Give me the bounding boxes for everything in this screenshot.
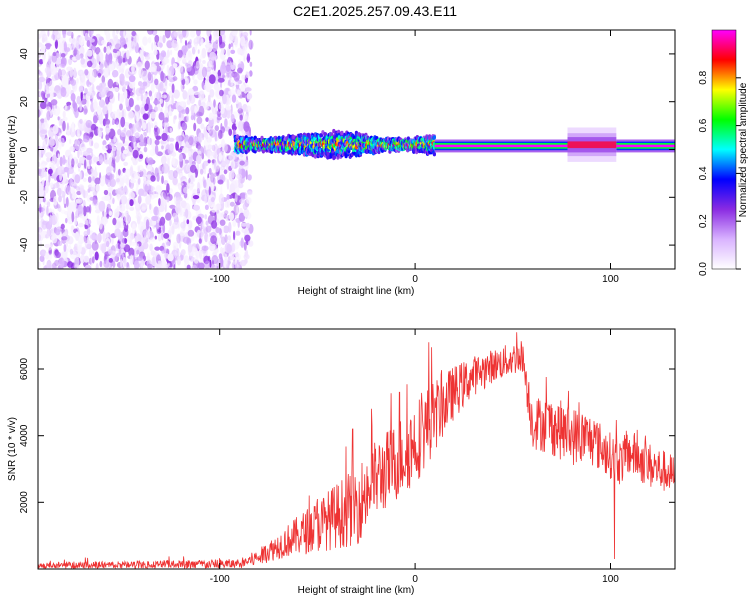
snr-x-tick-label: 100	[602, 574, 619, 585]
snr-panel: -100 0 100 2000 4000 6000 Height of straight…	[7, 328, 676, 596]
snr-y-tick-label: 2000	[19, 491, 30, 514]
colorbar-tick-label: 0.0	[698, 262, 709, 276]
spectrogram-y-label: Frequency (Hz)	[7, 116, 18, 185]
spectrogram-cells	[38, 30, 675, 269]
snr-y-ticks: 2000 4000 6000	[19, 357, 675, 513]
snr-x-ticks: -100 0 100	[210, 329, 619, 585]
spectrogram-region-noise	[38, 30, 254, 269]
spectrogram-y-tick-label: 20	[19, 96, 30, 108]
colorbar-tick-label: 0.6	[698, 118, 709, 132]
snr-y-label: SNR (10 * v/v)	[7, 417, 18, 481]
colorbar-label: Normalized spectral amplitude	[738, 82, 749, 217]
snr-x-tick-label: 0	[412, 574, 418, 585]
spectrogram-x-tick-label: -100	[210, 274, 230, 285]
snr-x-label: Height of straight line (km)	[298, 585, 415, 596]
spectrogram-region-signal_broad	[233, 128, 436, 161]
colorbar-gradient	[711, 29, 737, 270]
spectrogram-y-tick-label: -40	[19, 237, 30, 252]
snr-y-tick-label: 6000	[19, 357, 30, 380]
spectrogram-y-tick-label: 0	[19, 146, 30, 152]
spectrogram-region-signal_narrow	[434, 139, 675, 153]
spectrogram-x-tick-label: 100	[602, 274, 619, 285]
snr-y-tick-label: 4000	[19, 424, 30, 447]
spectrogram-x-label: Height of straight line (km)	[298, 286, 415, 297]
figure-title: C2E1.2025.257.09.43.E11	[293, 3, 457, 19]
spectrogram-x-tick-label: 0	[412, 274, 418, 285]
spectrogram-y-ticks: -40 -20 0 20 40	[19, 48, 675, 252]
snr-x-tick-label: -100	[210, 574, 230, 585]
spectrogram-region-signal_bump	[567, 127, 617, 162]
spectrogram-panel: -100 0 100 -40 -20 0 20 40 Height of straight …	[7, 29, 676, 297]
snr-frame	[37, 328, 676, 570]
colorbar-ticks: 0.0 0.2 0.4 0.6 0.8	[698, 70, 741, 276]
colorbar-tick-label: 0.4	[698, 166, 709, 180]
colorbar-tick-label: 0.2	[698, 214, 709, 228]
colorbar-tick-label: 0.8	[698, 70, 709, 84]
spectrogram-y-tick-label: -20	[19, 190, 30, 205]
spectrogram-x-ticks: -100 0 100	[210, 30, 619, 285]
snr-series-line	[38, 332, 675, 569]
spectrogram-y-tick-label: 40	[19, 48, 30, 60]
colorbar: 0.0 0.2 0.4 0.6 0.8 Normalized spectral ampl…	[698, 29, 749, 276]
